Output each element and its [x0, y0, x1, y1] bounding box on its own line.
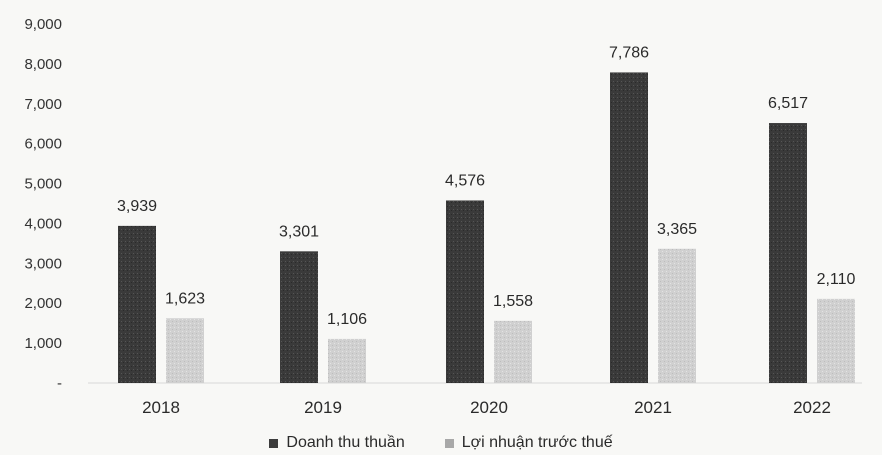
data-label-profit: 1,623 [165, 290, 205, 307]
y-tick-label: 1,000 [24, 335, 62, 352]
x-axis: 2018 2019 2020 2021 2022 [142, 398, 831, 417]
data-label-revenue: 7,786 [609, 44, 649, 61]
x-category-label: 2022 [793, 398, 831, 417]
bars [118, 72, 855, 383]
data-label-revenue: 6,517 [768, 95, 808, 112]
y-tick-label: - [57, 375, 62, 392]
y-tick-label: 8,000 [24, 56, 62, 73]
y-tick-label: 7,000 [24, 96, 62, 113]
bar-revenue [610, 72, 648, 383]
legend-label-revenue: Doanh thu thuần [286, 434, 405, 451]
legend-item-profit: Lợi nhuận trước thuế [444, 434, 613, 452]
legend: Doanh thu thuần Lợi nhuận trước thuế [0, 432, 882, 454]
legend-swatch-profit [444, 438, 454, 448]
y-tick-label: 4,000 [24, 215, 62, 232]
y-tick-label: 5,000 [24, 176, 62, 193]
y-axis: - 1,000 2,000 3,000 4,000 5,000 6,000 7,000 8,00… [24, 16, 62, 392]
x-category-label: 2021 [634, 398, 672, 417]
bar-revenue [769, 123, 807, 383]
data-label-profit: 2,110 [817, 271, 856, 288]
data-label-revenue: 3,939 [117, 198, 157, 215]
data-label-profit: 1,558 [493, 293, 533, 310]
bar-profit [494, 320, 532, 383]
data-label-revenue: 4,576 [445, 172, 485, 189]
legend-swatch-revenue [269, 438, 279, 448]
data-label-profit: 3,365 [657, 221, 697, 238]
legend-label-profit: Lợi nhuận trước thuế [461, 434, 613, 451]
legend-item-revenue: Doanh thu thuần [269, 434, 405, 452]
data-label-revenue: 3,301 [279, 223, 319, 240]
y-tick-label: 9,000 [24, 16, 62, 33]
bar-revenue [280, 251, 318, 383]
y-tick-label: 2,000 [24, 295, 62, 312]
y-tick-label: 3,000 [24, 255, 62, 272]
bar-revenue [446, 200, 484, 383]
bar-profit [658, 248, 696, 383]
data-labels: 3,939 1,623 3,301 1,106 4,576 1,558 7,786 3,365… [117, 44, 856, 327]
bar-revenue [118, 225, 156, 383]
x-category-label: 2018 [142, 398, 180, 417]
x-category-label: 2019 [304, 398, 342, 417]
bar-profit [166, 318, 204, 383]
bar-profit [817, 298, 855, 383]
bar-profit [328, 338, 366, 383]
y-tick-label: 6,000 [24, 136, 62, 153]
data-label-profit: 1,106 [327, 311, 367, 328]
x-category-label: 2020 [470, 398, 508, 417]
